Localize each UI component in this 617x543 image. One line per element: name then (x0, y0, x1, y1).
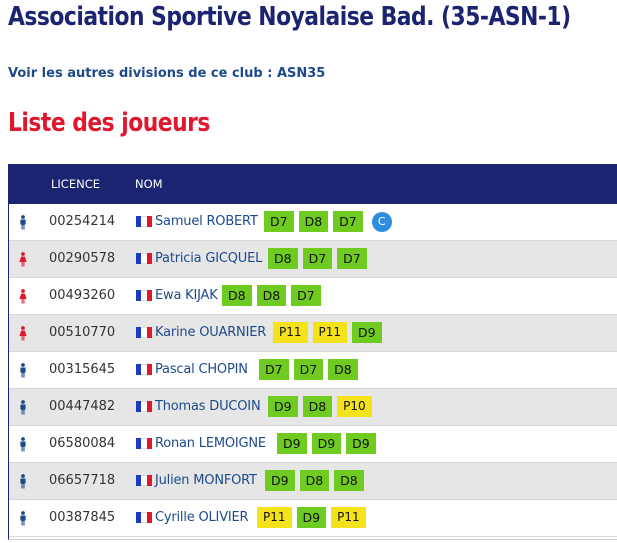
ranking-badge: D9 (296, 507, 327, 528)
ranking-badges: D7 D8 D7 C (264, 211, 392, 232)
ranking-badge: D8 (268, 248, 298, 269)
other-divisions-label: Voir les autres divisions de ce club : (8, 66, 277, 81)
player-name-link[interactable]: Samuel ROBERT (155, 214, 258, 229)
player-licence: 00290578 (49, 251, 116, 266)
column-header-nom[interactable]: NOM (135, 177, 163, 191)
ranking-badge: D7 (333, 211, 363, 232)
player-name-link[interactable]: Ronan LEMOIGNE (155, 436, 266, 451)
france-flag-icon (136, 401, 152, 412)
ranking-badge: D8 (302, 396, 333, 417)
ranking-badges: D7 D7 D8 (259, 359, 358, 380)
table-row: 00447482 Thomas DUCOIN D9 D8 P10 (9, 389, 617, 426)
ranking-badge: D9 (265, 470, 295, 491)
female-icon (19, 289, 27, 304)
ranking-badges: D8 D7 D7 (268, 248, 367, 269)
player-name-link[interactable]: Karine OUARNIER (155, 325, 267, 340)
player-licence: 00315645 (49, 362, 116, 377)
table-row: 06657718 Julien MONFORT D9 D8 D8 (9, 463, 617, 500)
player-name-link[interactable]: Ewa KIJAK (155, 288, 218, 303)
player-licence: 00447482 (49, 399, 116, 414)
ranking-badge: D9 (346, 433, 376, 454)
player-licence: 00387845 (49, 510, 116, 525)
ranking-badge: P10 (337, 396, 372, 417)
france-flag-icon (136, 253, 152, 264)
male-icon (20, 511, 26, 526)
ranking-badge: D7 (302, 248, 333, 269)
ranking-badge: D7 (259, 359, 289, 380)
france-flag-icon (136, 290, 152, 301)
france-flag-icon (136, 475, 152, 486)
player-name-link[interactable]: Thomas DUCOIN (155, 399, 261, 414)
female-icon (19, 326, 27, 341)
ranking-badge: D8 (328, 359, 358, 380)
ranking-badge: D8 (222, 285, 252, 306)
ranking-badge: D9 (277, 433, 307, 454)
male-icon (20, 437, 26, 452)
club-title: Association Sportive Noyalaise Bad. (35-… (8, 2, 571, 32)
ranking-badge: P11 (331, 507, 366, 528)
table-row: 00254214 Samuel ROBERT D7 D8 D7 C (9, 204, 617, 241)
ranking-badges: D8 D8 D7 (222, 285, 321, 306)
player-name-link[interactable]: Pascal CHOPIN (155, 362, 248, 377)
table-row: 00387845 Cyrille OLIVIER P11 D9 P11 (9, 500, 617, 537)
player-licence: 06580084 (49, 436, 116, 451)
ranking-badge: D9 (352, 322, 382, 343)
table-row: 00315645 Pascal CHOPIN D7 D7 D8 (9, 352, 617, 389)
players-list-title: Liste des joueurs (8, 108, 210, 138)
ranking-badge: D9 (268, 396, 298, 417)
france-flag-icon (136, 327, 152, 338)
player-licence: 00254214 (49, 214, 116, 229)
ranking-badge: P11 (257, 507, 292, 528)
france-flag-icon (136, 216, 152, 227)
ranking-badge: D8 (298, 211, 329, 232)
ranking-badges: D9 D8 D8 (265, 470, 364, 491)
players-table: LICENCE NOM 00254214 Samuel ROBERT D7 D8 D7 C… (8, 164, 617, 540)
captain-badge: C (371, 211, 392, 232)
table-row: 06580084 Ronan LEMOIGNE D9 D9 D9 (9, 426, 617, 463)
ranking-badges: P11 D9 P11 (257, 507, 366, 528)
ranking-badge: D7 (293, 359, 324, 380)
france-flag-icon (136, 512, 152, 523)
france-flag-icon (136, 364, 152, 375)
table-row: 00493260 Ewa KIJAK D8 D8 D7 (9, 278, 617, 315)
ranking-badges: P11 P11 D9 (273, 322, 382, 343)
table-body: 00254214 Samuel ROBERT D7 D8 D7 C 00290578 Patr… (9, 204, 617, 537)
player-name-link[interactable]: Cyrille OLIVIER (155, 510, 249, 525)
ranking-badge: D8 (334, 470, 364, 491)
ranking-badge: D7 (264, 211, 294, 232)
player-name-link[interactable]: Julien MONFORT (155, 473, 257, 488)
table-row: 00290578 Patricia GICQUEL D8 D7 D7 (9, 241, 617, 278)
ranking-badge: D8 (256, 285, 287, 306)
male-icon (20, 215, 26, 230)
player-licence: 06657718 (49, 473, 116, 488)
player-licence: 00510770 (49, 325, 116, 340)
male-icon (20, 474, 26, 489)
ranking-badge: P11 (273, 322, 308, 343)
player-name-link[interactable]: Patricia GICQUEL (155, 251, 263, 266)
ranking-badge: D7 (337, 248, 367, 269)
ranking-badges: D9 D8 P10 (268, 396, 372, 417)
ranking-badge: D7 (291, 285, 321, 306)
other-divisions-link[interactable]: ASN35 (276, 66, 326, 81)
ranking-badge: D8 (299, 470, 330, 491)
table-row: 00510770 Karine OUARNIER P11 P11 D9 (9, 315, 617, 352)
table-header: LICENCE NOM (9, 164, 617, 204)
column-header-licence[interactable]: LICENCE (51, 177, 100, 191)
male-icon (20, 363, 26, 378)
ranking-badges: D9 D9 D9 (277, 433, 376, 454)
ranking-badge: D9 (311, 433, 342, 454)
player-licence: 00493260 (49, 288, 116, 303)
other-divisions: Voir les autres divisions de ce club : A… (8, 66, 325, 81)
male-icon (20, 400, 26, 415)
female-icon (19, 252, 27, 267)
ranking-badge: P11 (312, 322, 348, 343)
france-flag-icon (136, 438, 152, 449)
